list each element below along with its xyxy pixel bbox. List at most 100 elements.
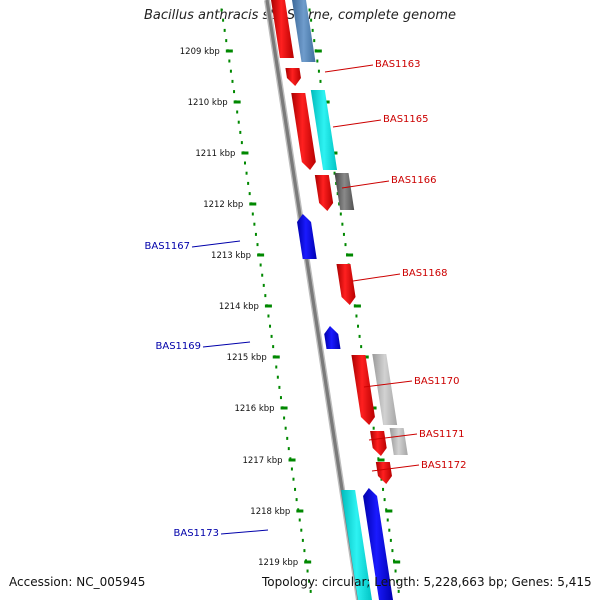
ruler-dot-right (336, 192, 339, 196)
ruler-dot-left (251, 212, 254, 216)
ruler-tick-left (280, 406, 288, 410)
gene-other[interactable] (372, 354, 398, 425)
ruler-dot-right (372, 426, 375, 430)
ruler-dot-left (248, 192, 251, 196)
gene-reverse[interactable] (363, 488, 393, 600)
ruler-tick-label: 1212 kbp (203, 200, 243, 210)
ruler-tick-right (353, 304, 361, 308)
label-leader-line (324, 64, 374, 73)
ruler-dot-left (225, 39, 228, 43)
ruler-tick-label: 1210 kbp (188, 98, 228, 108)
ruler-dot-right (388, 528, 391, 532)
gene-forward[interactable] (314, 175, 334, 211)
label-leader-line (332, 119, 382, 128)
ruler-dot-right (383, 498, 386, 502)
ruler-dot-right (391, 549, 394, 553)
ruler-dot-right (394, 569, 397, 573)
gene-reverse[interactable] (324, 326, 341, 349)
ruler-tick-right (385, 509, 393, 513)
gene-labels: BAS1163 BAS1165 BAS1166 BAS1168 BAS1170 BAS11… (145, 59, 467, 539)
gene-forward[interactable] (351, 355, 375, 425)
ruler-dot-left (239, 130, 242, 134)
ruler-tick-right (346, 253, 354, 257)
gene-label-forward[interactable]: BAS1171 (419, 429, 465, 440)
gene-other[interactable] (389, 428, 408, 455)
ruler-tick-label: 1213 kbp (211, 251, 251, 261)
accession-text: Accession: NC_005945 (9, 575, 146, 589)
gene-label-reverse[interactable]: BAS1167 (145, 241, 191, 252)
ruler-dot-left (256, 243, 259, 247)
gene-forward[interactable] (375, 462, 392, 484)
ruler-dot-left (279, 396, 282, 400)
ruler-dot-right (308, 8, 311, 12)
label-leader-line (352, 273, 401, 282)
ruler-dot-left (298, 518, 301, 522)
ruler-dot-right (344, 243, 347, 247)
ruler-dot-left (229, 69, 232, 73)
gene-forward[interactable] (285, 68, 301, 86)
ruler-dot-left (237, 120, 240, 124)
ruler-dot-left (284, 426, 287, 430)
gene-label-forward[interactable]: BAS1172 (421, 460, 467, 471)
ruler-dot-left (236, 110, 239, 114)
ruler-dot-left (308, 579, 311, 583)
ruler-dot-right (396, 579, 399, 583)
ruler-dot-left (278, 385, 281, 389)
ruler-dot-left (275, 365, 278, 369)
ruler-dot-left (283, 416, 286, 420)
ruler-dot-left (222, 18, 225, 22)
ruler-dot-left (290, 467, 293, 471)
gene-label-forward[interactable]: BAS1163 (375, 59, 421, 70)
ruler-dot-left (253, 222, 256, 226)
ruler-tick-label: 1216 kbp (234, 404, 274, 414)
ruler-dot-right (389, 538, 392, 542)
gene-rna[interactable] (292, 0, 316, 62)
gene-forward[interactable] (370, 431, 387, 456)
ruler-tick-label: 1214 kbp (219, 302, 259, 312)
gene-label-reverse[interactable]: BAS1173 (174, 528, 220, 539)
gene-rna[interactable] (310, 90, 338, 170)
gene-rna[interactable] (341, 490, 372, 600)
ruler-dot-left (269, 324, 272, 328)
ruler-dot-left (243, 161, 246, 165)
ruler-dot-right (316, 59, 319, 63)
ruler-dot-left (292, 477, 295, 481)
ruler-dot-left (228, 59, 231, 63)
ruler-tick-label: 1209 kbp (180, 47, 220, 57)
gene-forward[interactable] (336, 264, 356, 305)
gene-label-forward[interactable]: BAS1165 (383, 114, 429, 125)
ruler-dot-right (397, 589, 400, 593)
ruler-dot-left (267, 314, 270, 318)
ruler-dot-left (233, 90, 236, 94)
gene-reverse[interactable] (297, 214, 317, 259)
ruler-dot-left (264, 294, 267, 298)
gene-label-forward[interactable]: BAS1168 (402, 268, 448, 279)
ruler-tick-left (257, 253, 265, 257)
ruler-dot-right (382, 487, 385, 491)
ruler-dot-left (223, 28, 226, 32)
ruler-dot-left (240, 141, 243, 145)
gene-track (271, 0, 408, 600)
ruler-tick-right (377, 458, 385, 462)
ruler-dot-left (303, 549, 306, 553)
label-leader-line (368, 433, 418, 441)
label-leader-line (363, 380, 413, 388)
ruler-dot-left (276, 375, 279, 379)
gene-label-forward[interactable]: BAS1170 (414, 376, 460, 387)
ruler-tick-left (304, 560, 312, 564)
ruler-dot-right (360, 345, 363, 349)
label-leader-line (371, 464, 420, 472)
ruler-tick-label: 1211 kbp (195, 149, 235, 159)
gene-forward[interactable] (291, 93, 316, 170)
ruler-dot-right (358, 334, 361, 338)
gene-forward[interactable] (271, 0, 294, 58)
gene-other[interactable] (334, 173, 355, 210)
label-leader-line (191, 240, 241, 248)
gene-label-forward[interactable]: BAS1166 (391, 175, 437, 186)
ruler-dot-right (310, 18, 313, 22)
gene-label-reverse[interactable]: BAS1169 (156, 341, 202, 352)
ruler-dot-left (295, 498, 298, 502)
ruler-dot-left (301, 538, 304, 542)
label-leader-line (220, 529, 269, 535)
